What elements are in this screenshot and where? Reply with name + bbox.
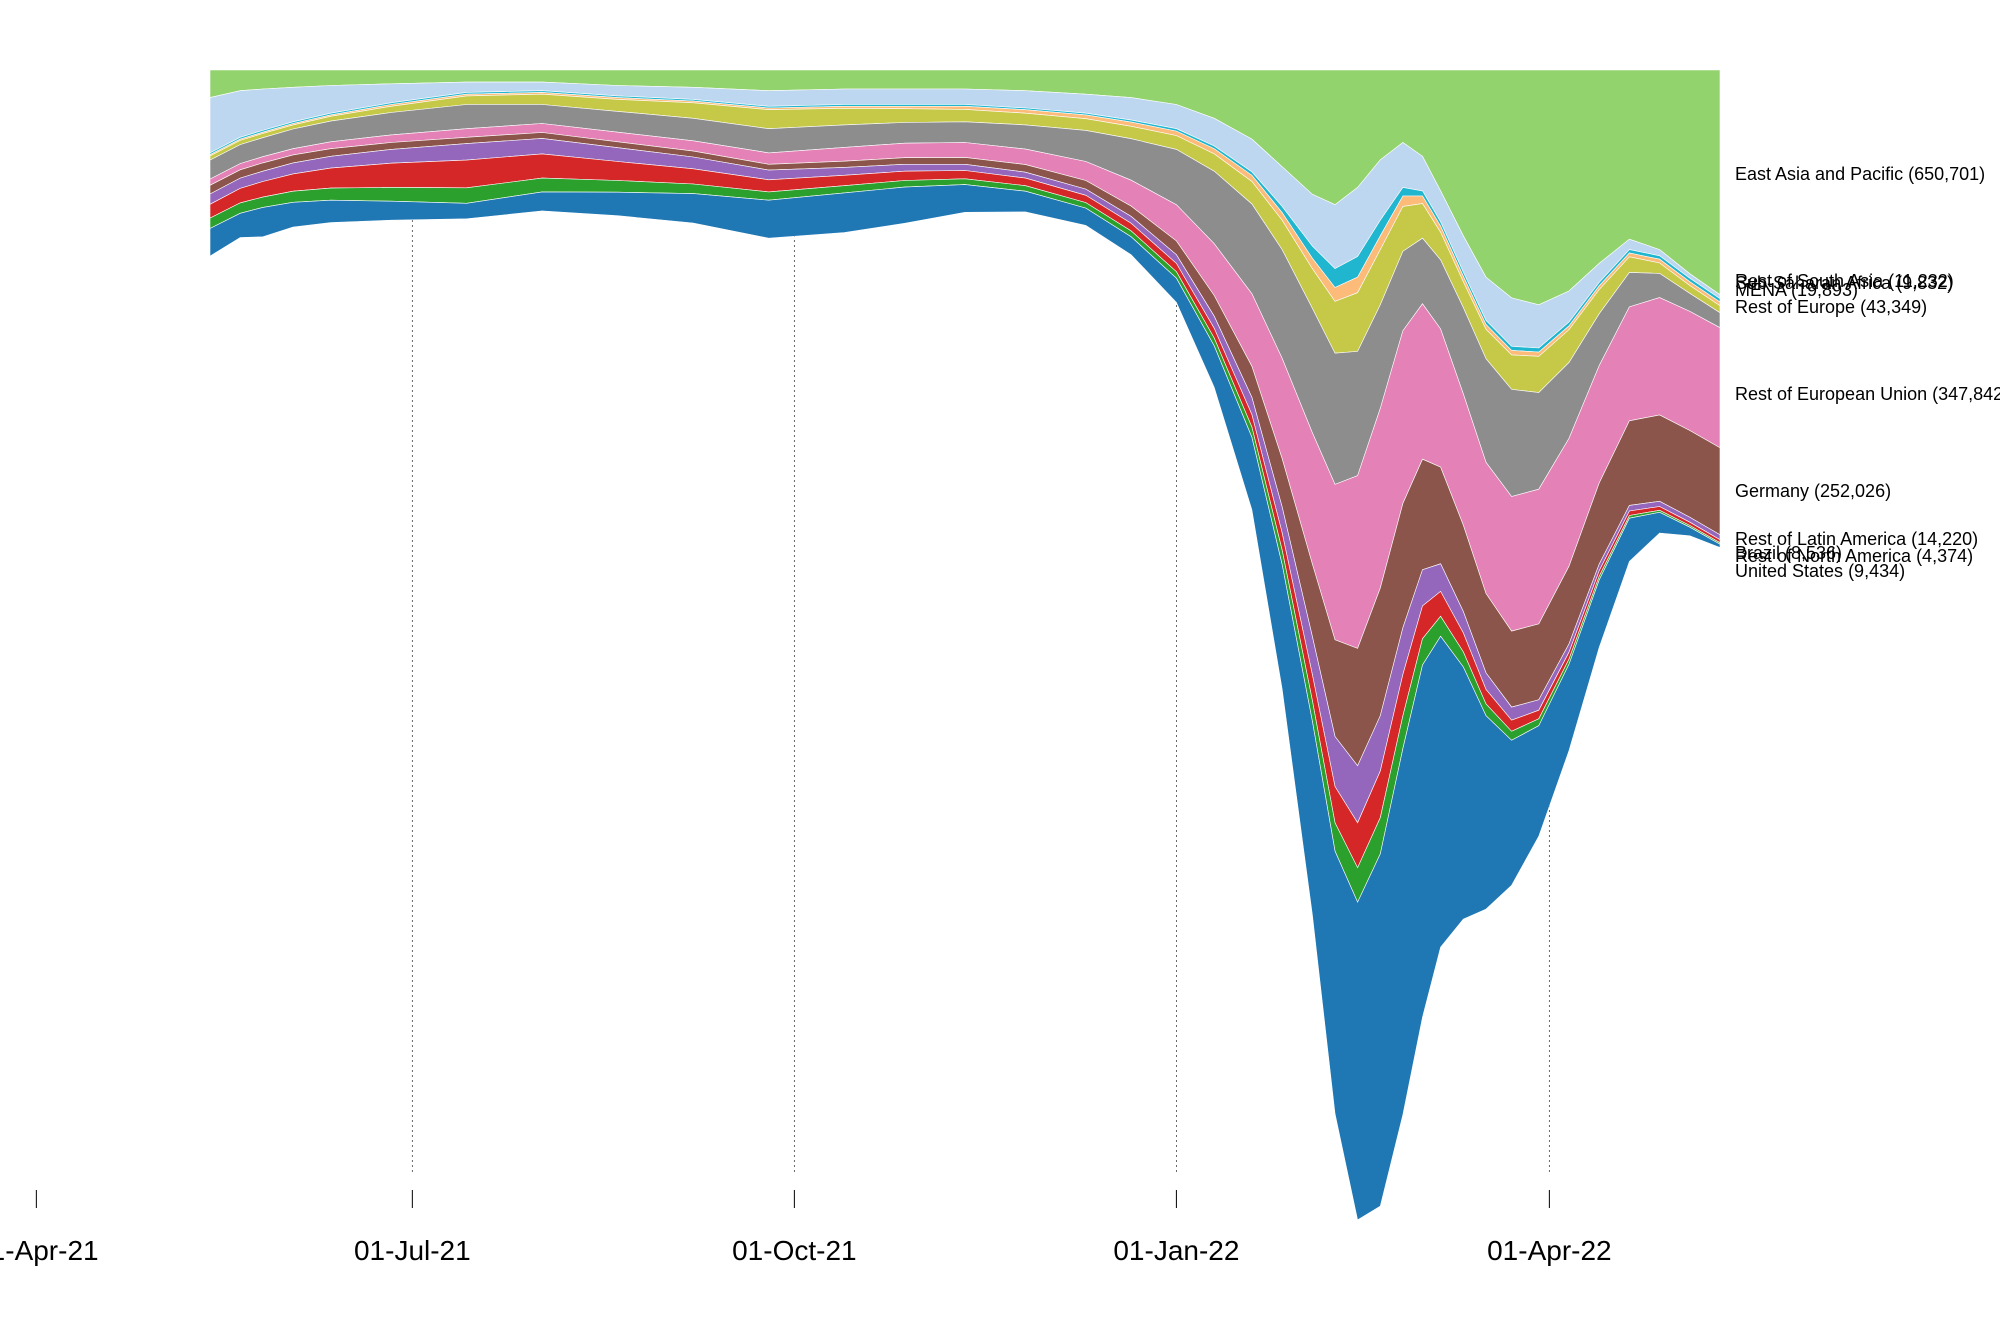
- chart-svg: 01-Apr-21 01-Jul-21 01-Oct-21 01-Jan-22 01-A…: [0, 0, 2000, 1333]
- streamgraph-chart: 01-Apr-21 01-Jul-21 01-Oct-21 01-Jan-22 01-A…: [0, 0, 2000, 1333]
- x-axis-label: 01-Oct-21: [732, 1235, 857, 1266]
- x-axis-label: 01-Apr-21: [0, 1235, 99, 1266]
- series-label-rest_europe: Rest of Europe (43,349): [1735, 297, 1927, 317]
- x-axis-label: 01-Jul-21: [354, 1235, 471, 1266]
- series-label-rest_eu: Rest of European Union (347,842): [1735, 384, 2000, 404]
- x-axis-label: 01-Jan-22: [1113, 1235, 1239, 1266]
- series-label-germany: Germany (252,026): [1735, 481, 1891, 501]
- series-label-east_asia_pacific: East Asia and Pacific (650,701): [1735, 164, 1985, 184]
- x-axis-label: 01-Apr-22: [1487, 1235, 1612, 1266]
- series-label-united_states: United States (9,434): [1735, 561, 1905, 581]
